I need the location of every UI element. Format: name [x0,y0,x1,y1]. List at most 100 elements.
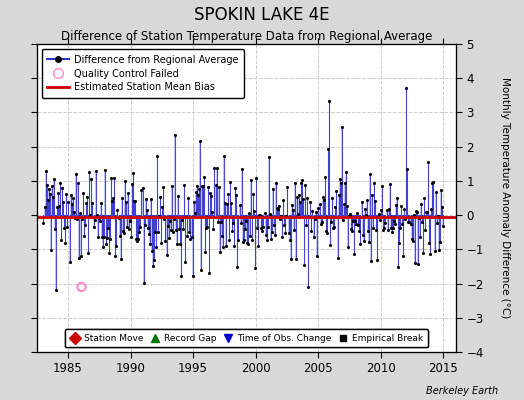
Point [83,194,92,200]
Point [307,228,315,234]
Point [421,227,429,233]
Point [386,180,394,187]
Point [372,227,380,234]
Point [347,226,355,232]
Point [86,212,94,218]
Point [77,252,85,259]
Point [406,221,414,227]
Point [346,211,354,217]
Y-axis label: Monthly Temperature Anomaly Difference (°C): Monthly Temperature Anomaly Difference (… [500,77,510,319]
Point [60,224,69,231]
Point [391,220,399,227]
Point [226,179,234,186]
Point [182,214,191,220]
Point [380,225,389,231]
Point [158,204,167,210]
Point [351,218,359,224]
Point [49,194,57,200]
Point [273,205,281,211]
Point [54,190,62,196]
Point [414,215,423,221]
Point [277,213,286,219]
Point [234,236,243,243]
Point [339,216,347,223]
Point [357,198,366,205]
Point [236,220,245,227]
Point [371,197,379,204]
Point [87,176,95,182]
Point [127,234,135,240]
Point [189,272,197,279]
Point [270,221,278,228]
Point [40,204,49,210]
Point [363,197,371,204]
Point [325,98,333,104]
Point [233,264,242,270]
Point [244,240,252,247]
Point [58,184,67,191]
Point [260,210,269,216]
Point [390,218,398,225]
Point [187,236,195,242]
Point [294,211,302,218]
Point [94,215,103,221]
Point [355,228,364,234]
Point [215,249,224,256]
Point [263,237,271,243]
Point [336,180,345,187]
Point [178,217,187,223]
Point [185,229,194,235]
Point [221,200,229,206]
Point [104,225,112,232]
Point [136,224,145,231]
Point [53,204,61,210]
Point [141,196,150,202]
Point [254,243,263,250]
Point [366,171,374,178]
Point [209,226,217,232]
Point [297,180,305,186]
Point [333,255,342,261]
Point [112,242,121,249]
Point [268,228,276,235]
Point [231,185,239,192]
Point [71,214,79,221]
Point [169,229,177,235]
Point [174,193,182,199]
Point [361,206,369,212]
Point [72,171,80,178]
Point [432,220,441,226]
Point [296,199,304,206]
Point [310,216,319,222]
Point [308,208,316,214]
Point [377,207,386,213]
Point [133,237,141,244]
Point [43,197,52,203]
Point [124,190,132,197]
Point [39,220,48,227]
Point [156,194,165,200]
Point [210,164,219,171]
Point [261,232,270,238]
Point [195,138,204,144]
Point [416,234,424,240]
Point [306,199,314,206]
Point [352,221,361,228]
Point [246,233,254,239]
Point [116,256,125,262]
Point [258,228,267,235]
Point [326,241,334,248]
Point [230,243,238,250]
Point [349,218,357,224]
Point [251,265,259,272]
Point [80,233,89,240]
Point [66,259,74,265]
Point [159,184,168,190]
Point [311,209,320,215]
Point [196,267,205,274]
Point [275,203,283,209]
Point [50,175,58,182]
Point [402,85,410,92]
Point [106,236,114,242]
Point [157,240,166,246]
